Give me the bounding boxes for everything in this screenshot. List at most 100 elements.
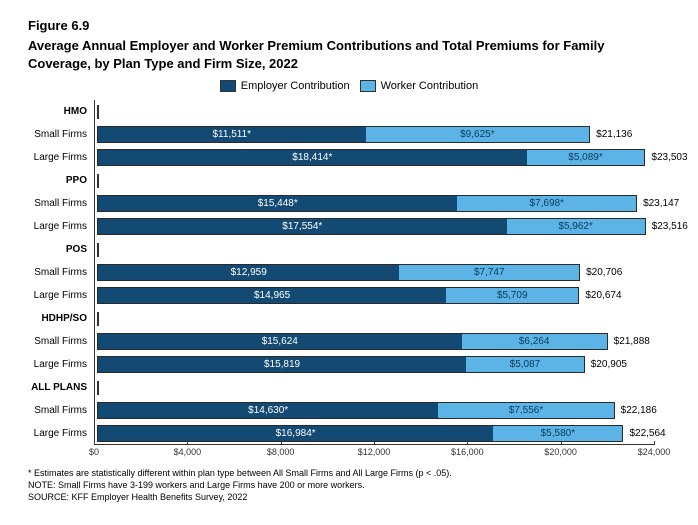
- worker-segment: $5,089*: [527, 149, 646, 166]
- x-tick-mark: [654, 441, 655, 445]
- x-tick-mark: [374, 441, 375, 445]
- total-label: $20,674: [585, 290, 621, 301]
- employer-segment: $12,959: [97, 264, 399, 281]
- group-header: PPO: [95, 169, 654, 192]
- row-label: Small Firms: [25, 267, 91, 278]
- employer-segment: $15,448*: [97, 195, 457, 212]
- bar: $14,630*$7,556* $22,186: [97, 402, 657, 419]
- row-label: Small Firms: [25, 129, 91, 140]
- employer-segment: $14,630*: [97, 402, 438, 419]
- row-label: Small Firms: [25, 336, 91, 347]
- employer-segment: $18,414*: [97, 149, 527, 166]
- x-tick-mark: [561, 441, 562, 445]
- bar: $12,959$7,747 $20,706: [97, 264, 622, 281]
- row-label: Small Firms: [25, 198, 91, 209]
- x-tick-label: $12,000: [358, 447, 391, 457]
- legend-employer-label: Employer Contribution: [241, 80, 350, 92]
- row-label: Large Firms: [25, 290, 91, 301]
- worker-segment: $5,580*: [493, 425, 623, 442]
- x-tick-label: $20,000: [544, 447, 577, 457]
- bar: $15,448*$7,698* $23,147: [97, 195, 679, 212]
- employer-segment: $17,554*: [97, 218, 507, 235]
- footnote-significance: * Estimates are statistically different …: [28, 467, 670, 479]
- worker-segment: $7,747: [399, 264, 580, 281]
- x-tick-label: $24,000: [638, 447, 671, 457]
- group-label: PPO: [25, 175, 91, 186]
- bar: $15,624$6,264$21,888: [97, 333, 650, 350]
- group-header: ALL PLANS: [95, 376, 654, 399]
- total-label: $23,503: [651, 152, 687, 163]
- worker-segment: $5,087: [466, 356, 585, 373]
- employer-segment: $15,819: [97, 356, 466, 373]
- employer-segment: $14,965: [97, 287, 446, 304]
- legend: Employer Contribution Worker Contributio…: [28, 80, 670, 92]
- footnote-source: SOURCE: KFF Employer Health Benefits Sur…: [28, 491, 670, 503]
- x-tick-mark: [467, 441, 468, 445]
- legend-worker: Worker Contribution: [360, 80, 479, 92]
- data-row: Small Firms$14,630*$7,556*$22,186: [95, 399, 654, 422]
- data-row: Large Firms$14,965$5,709$20,674: [95, 284, 654, 307]
- row-label: Large Firms: [25, 221, 91, 232]
- row-label: Small Firms: [25, 405, 91, 416]
- chart-title: Average Annual Employer and Worker Premi…: [28, 37, 670, 72]
- worker-segment: $5,709: [446, 287, 579, 304]
- group-header: HMO: [95, 100, 654, 123]
- group-header: POS: [95, 238, 654, 261]
- total-label: $20,706: [586, 267, 622, 278]
- legend-worker-swatch: [360, 80, 376, 92]
- total-label: $20,905: [591, 359, 627, 370]
- bar: $15,819$5,087 $20,905: [97, 356, 627, 373]
- worker-segment: $7,698*: [457, 195, 637, 212]
- data-row: Large Firms$15,819$5,087$20,905: [95, 353, 654, 376]
- group-marker: [97, 174, 99, 188]
- x-tick-mark: [281, 441, 282, 445]
- footnote-note: NOTE: Small Firms have 3-199 workers and…: [28, 479, 670, 491]
- figure-number: Figure 6.9: [28, 18, 670, 33]
- group-label: ALL PLANS: [25, 382, 91, 393]
- group-label: HDHP/SO: [25, 313, 91, 324]
- chart-area: HMOSmall Firms$11,511*$9,625*$21,136Larg…: [94, 100, 654, 445]
- bar: $16,984*$5,580* $22,564: [97, 425, 666, 442]
- row-label: Large Firms: [25, 152, 91, 163]
- worker-segment: $6,264: [462, 333, 608, 350]
- x-tick-mark: [94, 441, 95, 445]
- legend-worker-label: Worker Contribution: [381, 80, 479, 92]
- total-label: $23,516: [652, 221, 688, 232]
- total-label: $23,147: [643, 198, 679, 209]
- x-axis: $0$4,000$8,000$12,000$16,000$20,000$24,0…: [94, 445, 654, 459]
- data-row: Small Firms$15,448*$7,698*$23,147: [95, 192, 654, 215]
- bar: $11,511*$9,625* $21,136: [97, 126, 632, 143]
- worker-segment: $9,625*: [366, 126, 591, 143]
- group-label: POS: [25, 244, 91, 255]
- group-label: HMO: [25, 106, 91, 117]
- data-row: Large Firms$17,554*$5,962*$23,516: [95, 215, 654, 238]
- row-label: Large Firms: [25, 428, 91, 439]
- legend-employer-swatch: [220, 80, 236, 92]
- total-label: $22,186: [621, 405, 657, 416]
- group-marker: [97, 381, 99, 395]
- x-tick-label: $8,000: [267, 447, 295, 457]
- worker-segment: $7,556*: [438, 402, 614, 419]
- bar: $14,965$5,709 $20,674: [97, 287, 622, 304]
- group-marker: [97, 312, 99, 326]
- employer-segment: $11,511*: [97, 126, 366, 143]
- worker-segment: $5,962*: [507, 218, 646, 235]
- footnotes: * Estimates are statistically different …: [28, 467, 670, 503]
- bar: $17,554*$5,962* $23,516: [97, 218, 688, 235]
- data-row: Large Firms$18,414*$5,089*$23,503: [95, 146, 654, 169]
- employer-segment: $16,984*: [97, 425, 493, 442]
- x-tick-mark: [187, 441, 188, 445]
- group-marker: [97, 243, 99, 257]
- x-tick-label: $4,000: [174, 447, 202, 457]
- x-tick-label: $16,000: [451, 447, 484, 457]
- total-label: $21,136: [596, 129, 632, 140]
- data-row: Small Firms$12,959$7,747$20,706: [95, 261, 654, 284]
- total-label: $22,564: [629, 428, 665, 439]
- group-header: HDHP/SO: [95, 307, 654, 330]
- bar: $18,414*$5,089* $23,503: [97, 149, 688, 166]
- group-marker: [97, 105, 99, 119]
- row-label: Large Firms: [25, 359, 91, 370]
- data-row: Small Firms$11,511*$9,625*$21,136: [95, 123, 654, 146]
- data-row: Small Firms$15,624$6,264$21,888: [95, 330, 654, 353]
- employer-segment: $15,624: [97, 333, 462, 350]
